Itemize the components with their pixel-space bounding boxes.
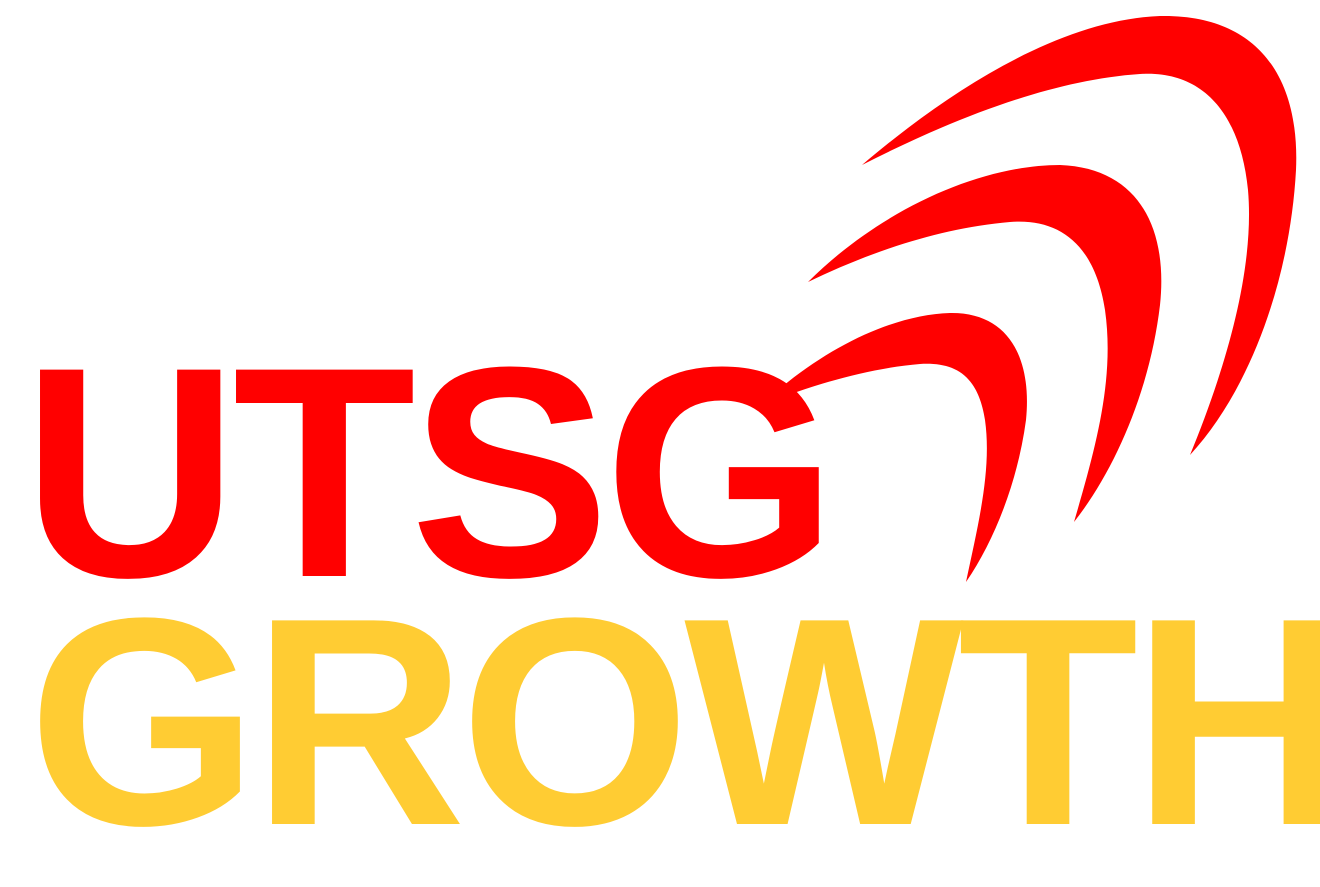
signal-arcs-icon [760,15,1297,582]
utsg-growth-logo: UTSG GROWTH [22,15,1320,870]
signal-arc-inner [760,312,1027,582]
signal-arc-outer [862,15,1297,455]
logo-wordmark-top: UTSG [22,304,837,640]
signal-arc-middle [808,165,1162,522]
logo-wordmark-bottom: GROWTH [28,556,1320,887]
